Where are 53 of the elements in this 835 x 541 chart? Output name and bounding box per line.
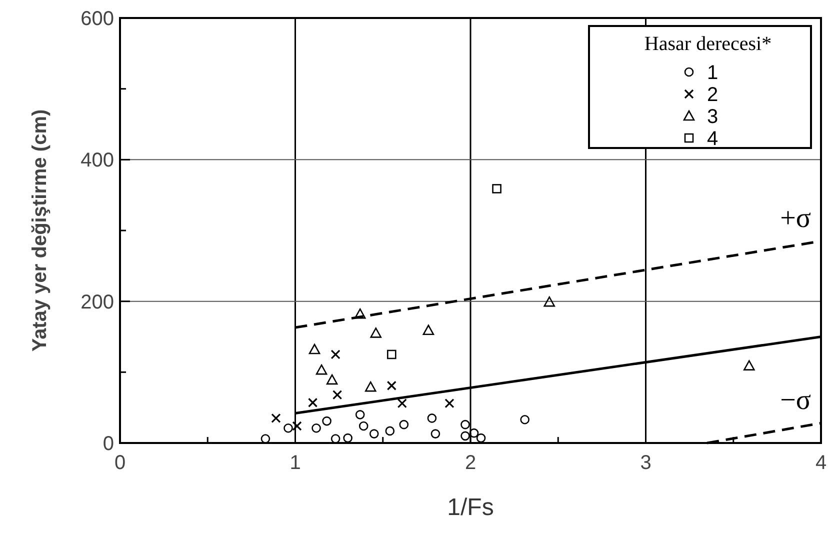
point bbox=[370, 328, 382, 338]
point bbox=[427, 414, 437, 423]
point bbox=[260, 434, 270, 444]
point bbox=[364, 381, 376, 392]
point bbox=[460, 420, 470, 430]
series-label: +σ bbox=[780, 203, 811, 234]
point bbox=[358, 421, 368, 431]
point bbox=[544, 296, 556, 307]
point bbox=[520, 414, 530, 424]
x-tick-label: 4 bbox=[815, 452, 827, 474]
legend-label: 3 bbox=[707, 106, 718, 128]
point bbox=[444, 398, 454, 408]
point bbox=[399, 420, 409, 430]
point bbox=[326, 374, 338, 385]
point bbox=[430, 429, 440, 438]
y-tick-label: 200 bbox=[80, 291, 114, 314]
point bbox=[397, 398, 407, 408]
x-tick-label: 1 bbox=[290, 452, 301, 474]
point bbox=[330, 350, 340, 360]
point bbox=[386, 350, 396, 360]
point bbox=[330, 434, 340, 444]
legend-label: 2 bbox=[707, 84, 718, 106]
point bbox=[343, 433, 352, 443]
point bbox=[469, 428, 479, 438]
point bbox=[385, 426, 395, 436]
y-tick-label: 0 bbox=[102, 433, 114, 455]
x-axis-title: 1/Fs bbox=[447, 494, 494, 521]
point bbox=[476, 433, 486, 443]
legend-label: 1 bbox=[707, 62, 718, 84]
point bbox=[292, 421, 302, 431]
point bbox=[271, 413, 281, 424]
series-label: −σ bbox=[780, 385, 811, 416]
point bbox=[422, 324, 434, 336]
legend-label: 4 bbox=[707, 128, 718, 150]
point bbox=[316, 364, 328, 375]
y-axis-title: Yatay yer değiştirme (cm) bbox=[29, 109, 51, 352]
point bbox=[332, 390, 342, 400]
point bbox=[355, 410, 365, 420]
x-tick-label: 2 bbox=[464, 452, 476, 474]
point bbox=[354, 308, 366, 319]
y-tick-label: 600 bbox=[80, 8, 114, 30]
point bbox=[308, 398, 318, 408]
point bbox=[386, 380, 396, 390]
point bbox=[744, 360, 755, 370]
point bbox=[308, 344, 320, 354]
point bbox=[312, 423, 321, 433]
point bbox=[322, 416, 332, 426]
legend-title: Hasar derecesi* bbox=[644, 33, 772, 55]
x-tick-label: 3 bbox=[640, 452, 652, 474]
y-tick-label: 400 bbox=[80, 150, 114, 172]
point bbox=[492, 184, 502, 194]
point bbox=[369, 429, 379, 438]
point bbox=[284, 423, 293, 433]
